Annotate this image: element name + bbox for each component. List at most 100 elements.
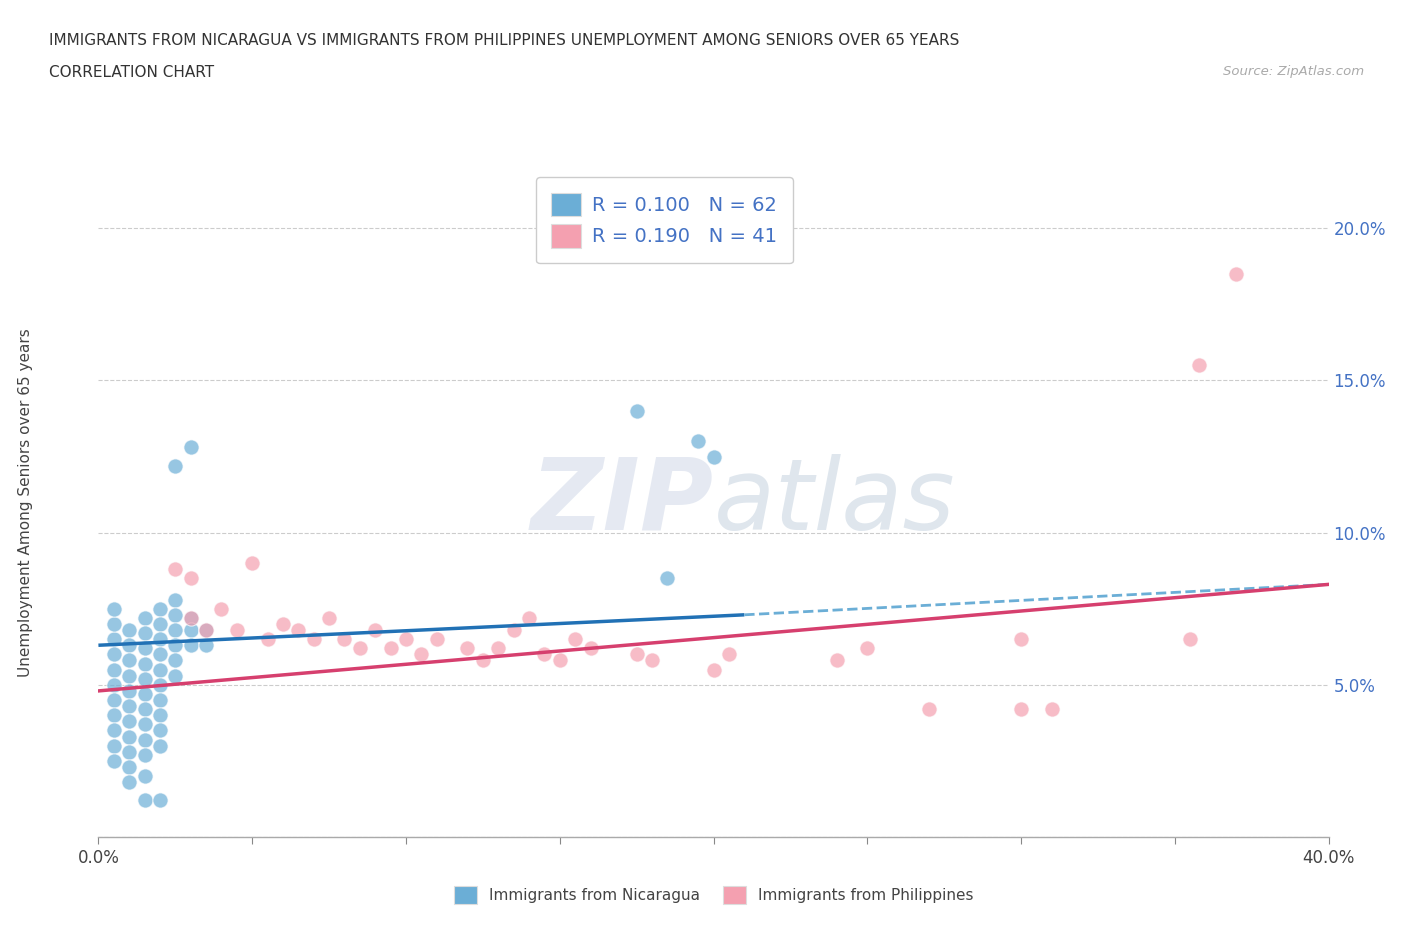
Point	[165, 562, 187, 577]
Point	[657, 571, 679, 586]
Point	[517, 610, 540, 625]
Point	[825, 653, 848, 668]
Point	[211, 602, 233, 617]
Point	[149, 793, 172, 808]
Legend: Immigrants from Nicaragua, Immigrants from Philippines: Immigrants from Nicaragua, Immigrants fr…	[441, 873, 986, 916]
Point	[533, 647, 555, 662]
Point	[149, 617, 172, 631]
Point	[180, 622, 202, 637]
Point	[486, 641, 509, 656]
Point	[1010, 702, 1032, 717]
Point	[180, 610, 202, 625]
Point	[626, 404, 648, 418]
Point	[134, 732, 156, 747]
Point	[287, 622, 309, 637]
Point	[380, 641, 402, 656]
Point	[103, 693, 125, 708]
Point	[134, 610, 156, 625]
Point	[411, 647, 433, 662]
Point	[134, 793, 156, 808]
Text: ZIP: ZIP	[530, 454, 714, 551]
Point	[103, 647, 125, 662]
Point	[579, 641, 602, 656]
Point	[333, 631, 356, 646]
Point	[165, 622, 187, 637]
Point	[180, 638, 202, 653]
Point	[134, 656, 156, 671]
Point	[688, 434, 710, 449]
Point	[134, 717, 156, 732]
Point	[165, 607, 187, 622]
Point	[149, 662, 172, 677]
Point	[103, 753, 125, 768]
Point	[103, 617, 125, 631]
Point	[165, 669, 187, 684]
Point	[471, 653, 494, 668]
Point	[103, 662, 125, 677]
Point	[240, 555, 263, 570]
Point	[1188, 358, 1211, 373]
Point	[195, 622, 218, 637]
Text: Source: ZipAtlas.com: Source: ZipAtlas.com	[1223, 65, 1364, 78]
Point	[271, 617, 294, 631]
Point	[703, 662, 725, 677]
Point	[918, 702, 941, 717]
Point	[456, 641, 478, 656]
Point	[180, 571, 202, 586]
Point	[502, 622, 524, 637]
Point	[364, 622, 387, 637]
Point	[134, 748, 156, 763]
Point	[195, 638, 218, 653]
Text: CORRELATION CHART: CORRELATION CHART	[49, 65, 214, 80]
Text: Unemployment Among Seniors over 65 years: Unemployment Among Seniors over 65 years	[18, 328, 32, 677]
Point	[641, 653, 664, 668]
Point	[426, 631, 449, 646]
Point	[1040, 702, 1063, 717]
Point	[134, 769, 156, 784]
Point	[149, 723, 172, 737]
Point	[118, 684, 141, 698]
Point	[149, 708, 172, 723]
Point	[118, 638, 141, 653]
Point	[103, 677, 125, 692]
Point	[225, 622, 247, 637]
Point	[118, 714, 141, 729]
Point	[118, 775, 141, 790]
Point	[103, 723, 125, 737]
Point	[1180, 631, 1202, 646]
Point	[103, 631, 125, 646]
Point	[564, 631, 586, 646]
Point	[165, 458, 187, 473]
Point	[149, 693, 172, 708]
Point	[134, 626, 156, 641]
Point	[134, 641, 156, 656]
Point	[118, 698, 141, 713]
Point	[118, 653, 141, 668]
Point	[395, 631, 418, 646]
Point	[349, 641, 371, 656]
Point	[180, 610, 202, 625]
Point	[180, 440, 202, 455]
Point	[703, 449, 725, 464]
Point	[165, 638, 187, 653]
Point	[1010, 631, 1032, 646]
Text: IMMIGRANTS FROM NICARAGUA VS IMMIGRANTS FROM PHILIPPINES UNEMPLOYMENT AMONG SENI: IMMIGRANTS FROM NICARAGUA VS IMMIGRANTS …	[49, 33, 959, 47]
Point	[548, 653, 571, 668]
Point	[195, 622, 218, 637]
Point	[134, 686, 156, 701]
Point	[118, 729, 141, 744]
Point	[302, 631, 325, 646]
Point	[856, 641, 879, 656]
Point	[165, 592, 187, 607]
Point	[1225, 267, 1247, 282]
Point	[103, 738, 125, 753]
Point	[149, 738, 172, 753]
Point	[626, 647, 648, 662]
Point	[149, 647, 172, 662]
Point	[134, 702, 156, 717]
Point	[118, 622, 141, 637]
Point	[165, 653, 187, 668]
Point	[318, 610, 340, 625]
Point	[149, 602, 172, 617]
Point	[103, 602, 125, 617]
